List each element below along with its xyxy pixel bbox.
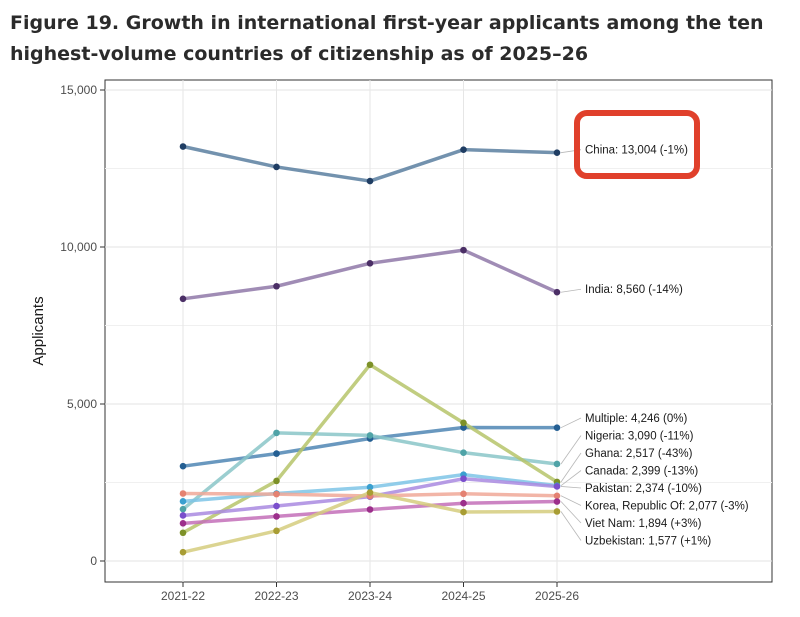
- data-point-ghana: [273, 477, 280, 485]
- data-point-korea-republic-of: [553, 492, 561, 500]
- data-point-viet-nam: [179, 520, 187, 527]
- series-label-multiple: Multiple: 4,246 (0%): [585, 413, 687, 425]
- series-label-ghana: Ghana: 2,517 (-43%): [585, 448, 693, 460]
- data-point-india: [460, 246, 467, 254]
- label-leader-korea-republic-of: [560, 495, 582, 506]
- label-leader-uzbekistan: [560, 511, 582, 541]
- y-axis-ticks: 0 5,000 10,000 15,000: [60, 83, 105, 568]
- data-point-india: [273, 282, 280, 290]
- data-point-canada: [366, 483, 374, 491]
- data-point-korea-republic-of: [460, 490, 467, 498]
- label-leader-india: [560, 288, 582, 293]
- data-point-viet-nam: [460, 499, 467, 507]
- x-tick-label: 2021-22: [161, 589, 205, 603]
- series-label-canada: Canada: 2,399 (-13%): [585, 466, 698, 478]
- data-point-multiple: [553, 424, 561, 431]
- label-leader-ghana: [560, 452, 582, 483]
- data-point-ghana: [460, 419, 467, 427]
- data-point-uzbekistan: [460, 508, 467, 516]
- data-point-nigeria: [460, 449, 467, 456]
- series-label-india: India: 8,560 (-14%): [585, 284, 683, 296]
- data-point-uzbekistan: [366, 489, 374, 496]
- y-tick-label: 15,000: [60, 83, 97, 97]
- series-labels: China: 13,004 (-1%) India: 8,560 (-14%) Mu…: [560, 145, 749, 548]
- data-point-china: [460, 146, 467, 153]
- figure-title: Figure 19. Growth in international first…: [10, 8, 790, 70]
- x-axis-ticks: 2021-22 2022-23 2023-24 2024-25 2025-26: [161, 582, 579, 603]
- data-point-pakistan: [179, 512, 187, 519]
- y-tick-label: 5,000: [67, 397, 97, 411]
- data-point-uzbekistan: [273, 527, 280, 535]
- series-points: [179, 143, 561, 556]
- series-label-china: China: 13,004 (-1%): [585, 145, 688, 157]
- data-point-india: [179, 295, 187, 303]
- label-leader-nigeria: [560, 435, 582, 465]
- figure-title-line-2: highest-volume countries of citizenship …: [10, 43, 589, 65]
- data-point-nigeria: [553, 460, 561, 468]
- china-highlight-box: [574, 110, 700, 179]
- data-point-uzbekistan: [553, 508, 561, 515]
- data-point-uzbekistan: [179, 548, 187, 556]
- data-point-ghana: [366, 361, 374, 369]
- data-point-nigeria: [366, 432, 374, 439]
- y-axis-title: Applicants: [30, 296, 47, 365]
- label-leader-pakistan: [560, 486, 582, 489]
- y-tick-label: 10,000: [60, 240, 97, 254]
- data-point-viet-nam: [553, 498, 561, 505]
- x-tick-label: 2022-23: [254, 589, 298, 603]
- series-label-viet-nam: Viet Nam: 1,894 (+3%): [585, 518, 702, 530]
- x-tick-label: 2023-24: [348, 589, 392, 603]
- data-point-china: [366, 177, 374, 185]
- label-leader-canada: [560, 470, 582, 486]
- data-point-korea-republic-of: [273, 490, 280, 498]
- data-point-nigeria: [273, 429, 280, 437]
- data-point-korea-republic-of: [179, 490, 187, 497]
- data-point-china: [273, 163, 280, 171]
- series-label-uzbekistan: Uzbekistan: 1,577 (+1%): [585, 536, 711, 548]
- label-leader-viet-nam: [560, 501, 582, 524]
- figure-title-line-1: Figure 19. Growth in international first…: [10, 12, 764, 34]
- data-point-multiple: [179, 462, 187, 470]
- data-point-viet-nam: [366, 506, 374, 513]
- y-tick-label: 0: [90, 554, 97, 568]
- data-point-pakistan: [273, 502, 280, 510]
- series-label-korea-republic-of: Korea, Republic Of: 2,077 (-3%): [585, 501, 749, 513]
- data-point-nigeria: [179, 505, 187, 513]
- x-tick-label: 2024-25: [441, 589, 485, 603]
- data-point-pakistan: [553, 483, 561, 490]
- data-point-india: [366, 260, 374, 267]
- data-point-viet-nam: [273, 513, 280, 520]
- data-point-pakistan: [460, 475, 467, 483]
- data-point-india: [553, 288, 561, 296]
- label-leader-multiple: [560, 417, 582, 429]
- data-point-china: [179, 143, 187, 150]
- data-point-ghana: [179, 529, 187, 537]
- data-point-china: [553, 149, 561, 156]
- data-point-multiple: [460, 424, 467, 431]
- series-label-nigeria: Nigeria: 3,090 (-11%): [585, 431, 694, 443]
- x-tick-label: 2025-26: [535, 589, 579, 603]
- data-point-canada: [179, 498, 187, 505]
- series-label-pakistan: Pakistan: 2,374 (-10%): [585, 483, 702, 495]
- data-point-multiple: [273, 450, 280, 457]
